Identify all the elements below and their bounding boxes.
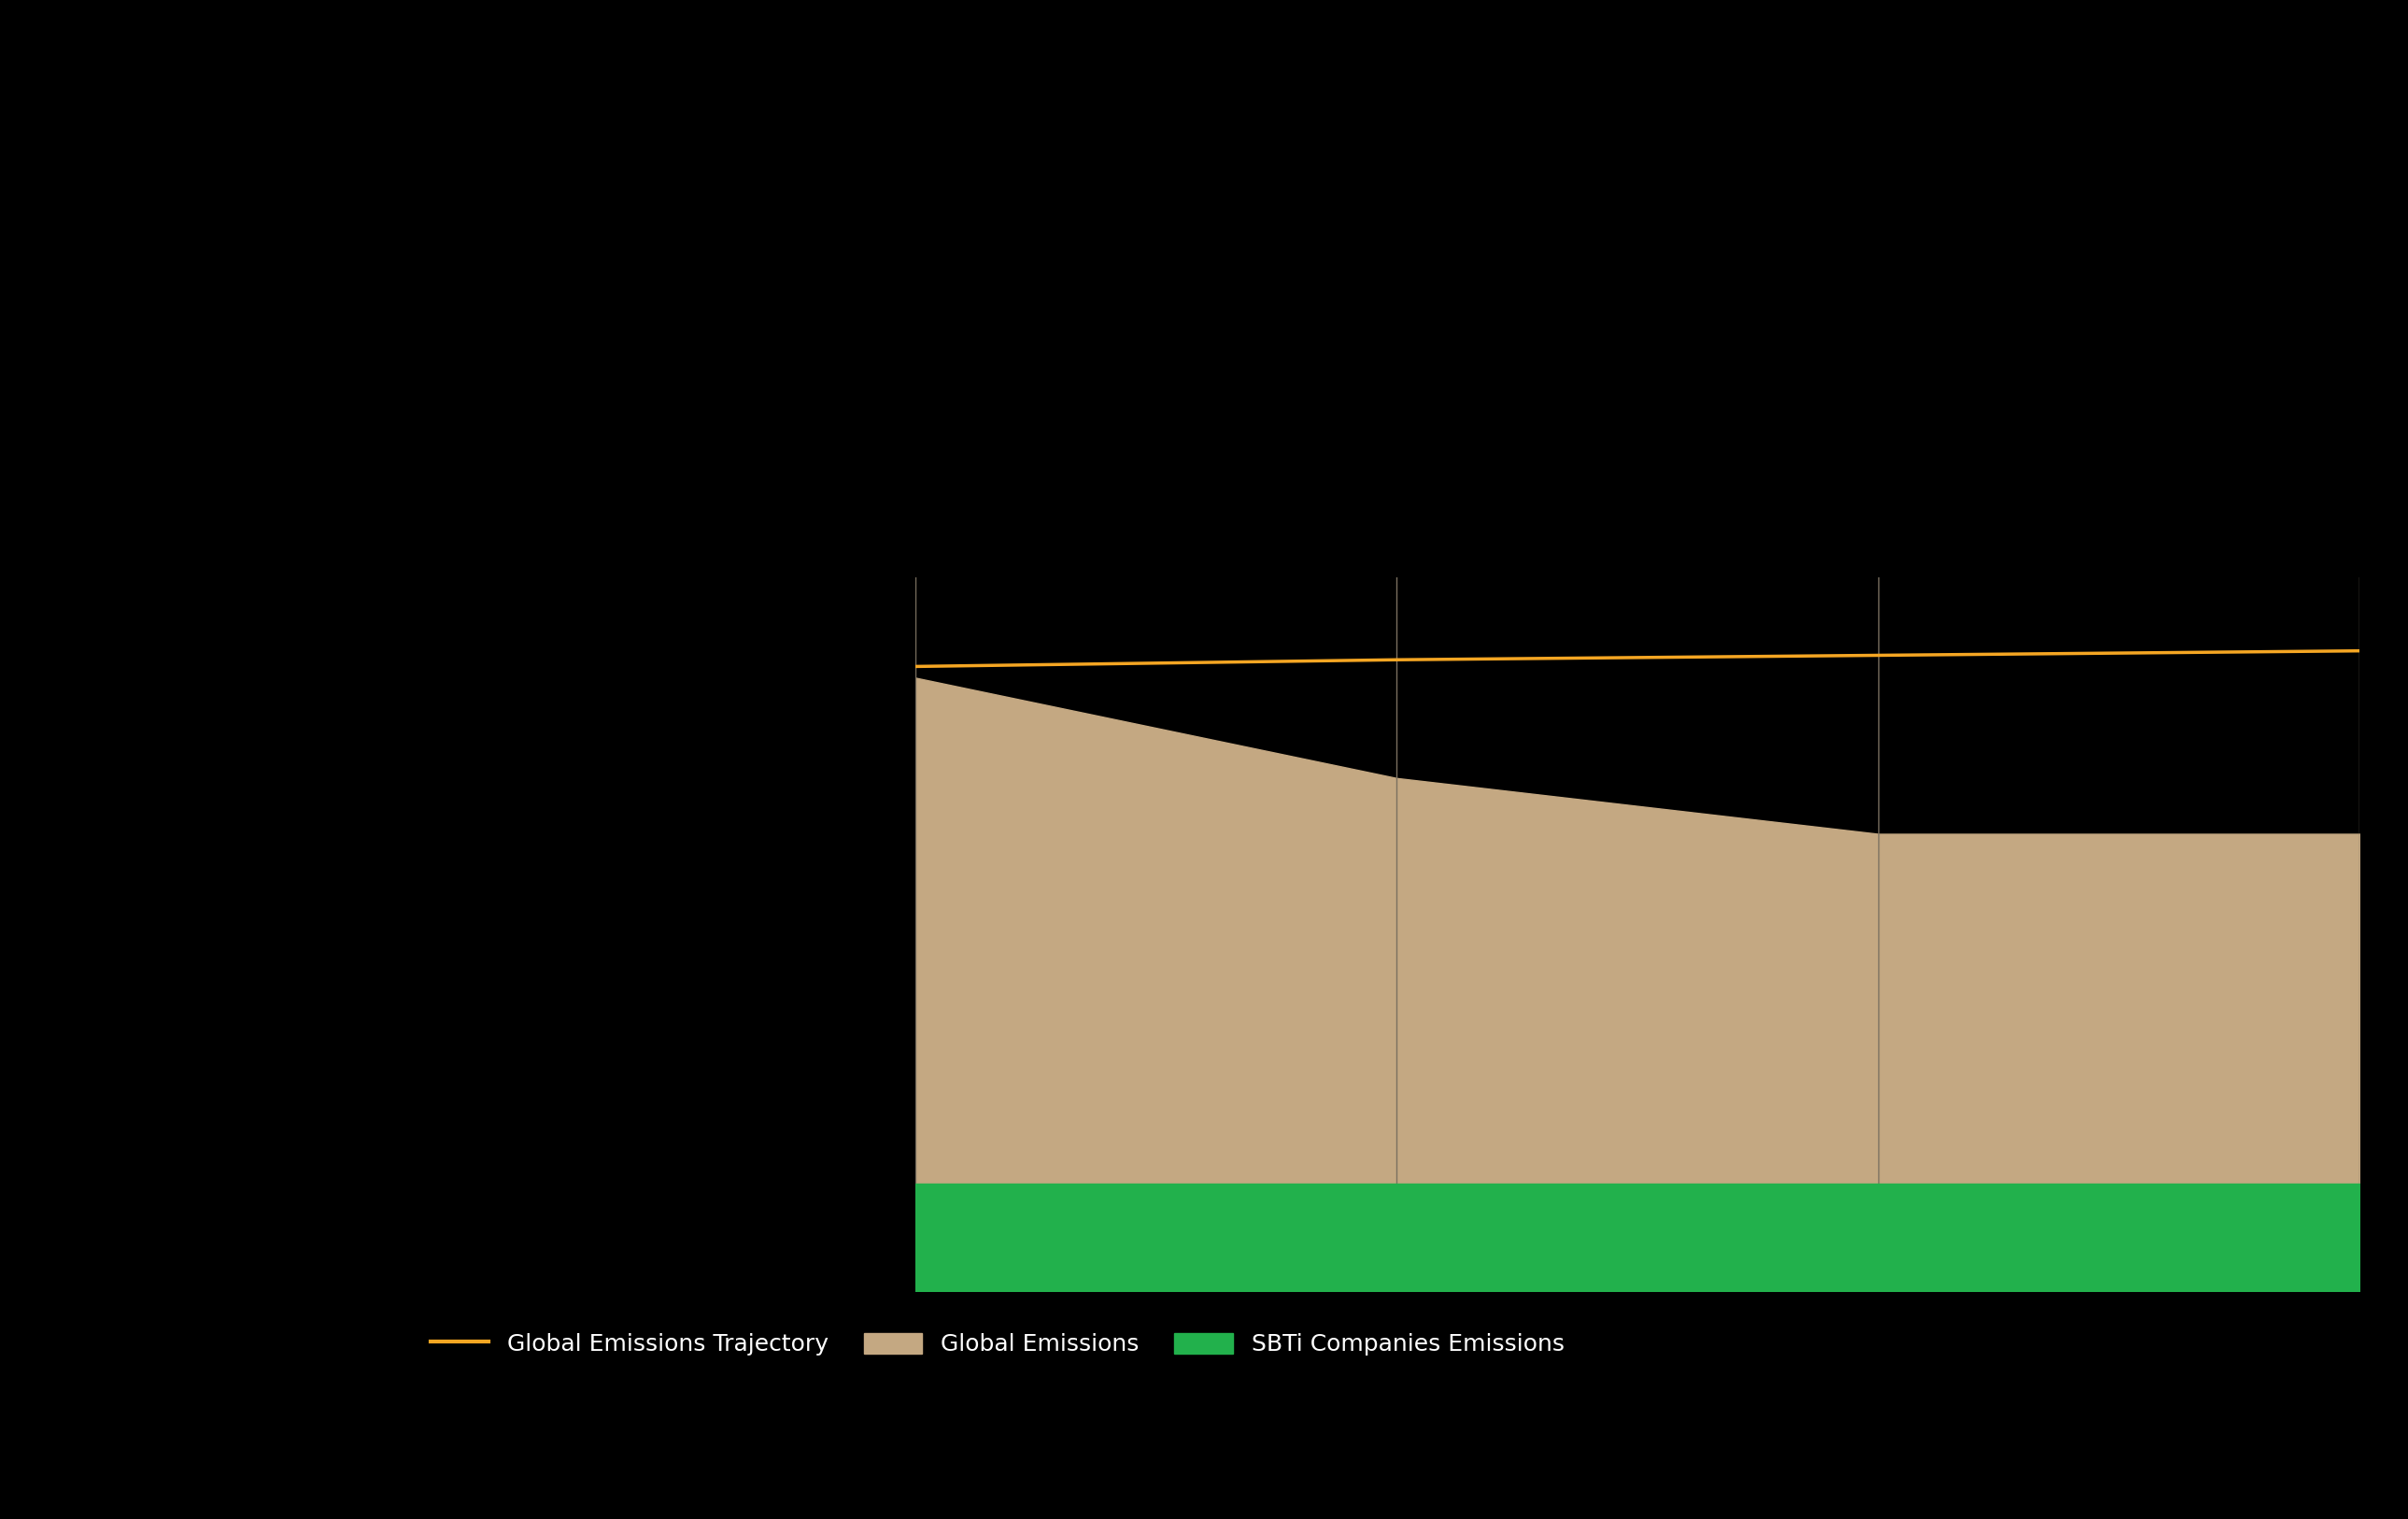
Legend: Global Emissions Trajectory, Global Emissions, SBTi Companies Emissions: Global Emissions Trajectory, Global Emis… [421,1323,1572,1366]
